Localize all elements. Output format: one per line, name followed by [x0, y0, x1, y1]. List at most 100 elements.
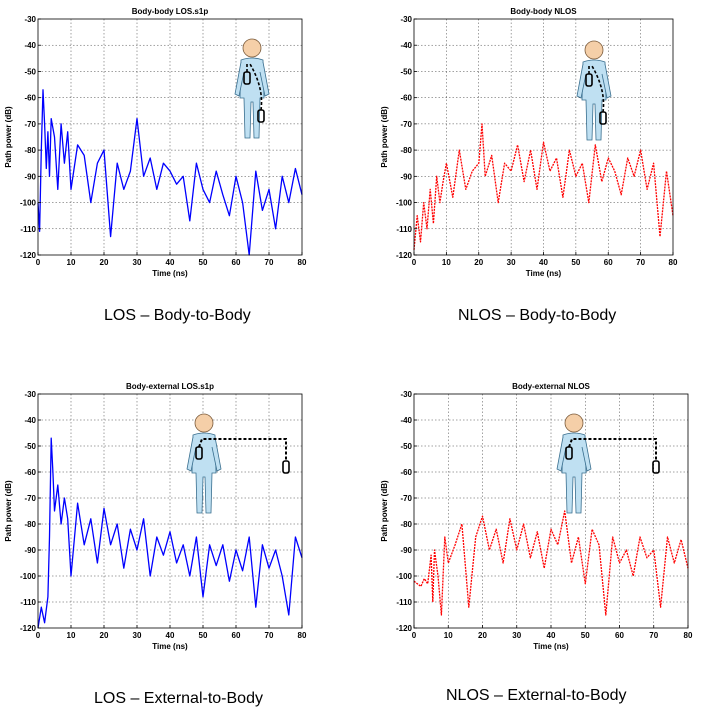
- y-tick-label: -40: [24, 416, 36, 425]
- y-tick-label: -30: [400, 15, 412, 24]
- series-line: [413, 510, 689, 616]
- y-tick-label: -90: [400, 546, 412, 555]
- y-tick-label: -120: [396, 624, 413, 633]
- person-head-icon: [242, 38, 262, 58]
- y-tick-label: -80: [24, 146, 36, 155]
- person-arm-icon: [556, 436, 567, 472]
- chart-title: Body-external NLOS: [512, 382, 590, 391]
- caption-los-body-to-body: LOS – Body-to-Body: [104, 307, 251, 324]
- y-tick-label: -90: [400, 172, 412, 181]
- link-path-icon: [568, 438, 657, 461]
- series-line: [413, 123, 674, 250]
- link-path-icon: [246, 62, 263, 111]
- y-axis-label: Path power (dB): [380, 480, 389, 542]
- y-axis-label: Path power (dB): [4, 106, 13, 168]
- x-tick-label: 80: [684, 631, 693, 640]
- x-tick-label: 10: [67, 258, 76, 267]
- y-tick-label: -100: [20, 572, 37, 581]
- y-tick-label: -40: [24, 41, 36, 50]
- x-tick-label: 70: [265, 631, 274, 640]
- x-tick-label: 20: [478, 631, 487, 640]
- antenna-icon: [282, 460, 290, 474]
- link-path-icon: [588, 64, 605, 113]
- x-tick-label: 30: [507, 258, 516, 267]
- y-tick-label: -40: [400, 41, 412, 50]
- y-tick-label: -60: [24, 94, 36, 103]
- y-tick-label: -110: [20, 598, 36, 607]
- chart-body-external-nlos: 0 10 20 30 40 50 60 70 80 -30 -40 -50 -60 -70 -80 -90 -1…: [370, 375, 707, 675]
- chart-body-body-los: 0 10 20 30 40 50 60 70 80 -30 -40 -50 -60 -70 -80 -90 -1…: [0, 0, 350, 300]
- x-tick-label: 0: [412, 631, 417, 640]
- x-tick-label: 40: [539, 258, 548, 267]
- y-tick-label: -110: [20, 225, 36, 234]
- caption-nlos-external-to-body: NLOS – External-to-Body: [446, 687, 627, 704]
- x-tick-label: 20: [100, 631, 109, 640]
- caption-nlos-body-to-body: NLOS – Body-to-Body: [458, 307, 617, 324]
- y-tick-label: -30: [400, 390, 412, 399]
- person-head-icon: [194, 413, 214, 433]
- scenario-figure-icon: [556, 413, 660, 514]
- x-tick-label: 10: [442, 258, 451, 267]
- x-tick-label: 50: [571, 258, 580, 267]
- y-tick-label: -30: [24, 390, 36, 399]
- x-tick-label: 20: [100, 258, 109, 267]
- scenario-figure-icon: [234, 38, 270, 139]
- x-tick-label: 60: [232, 631, 241, 640]
- chart-body-body-nlos: 0 10 20 30 40 50 60 70 80 -30 -40 -50 -60 -70 -80 -90 -1…: [370, 0, 707, 300]
- x-tick-label: 70: [649, 631, 658, 640]
- y-tick-label: -100: [396, 572, 413, 581]
- caption-los-external-to-body: LOS – External-to-Body: [94, 690, 263, 707]
- y-tick-label: -110: [396, 598, 412, 607]
- y-tick-label: -80: [400, 520, 412, 529]
- x-axis-label: Time (ns): [533, 642, 569, 651]
- series-line: [37, 89, 303, 256]
- y-tick-label: -100: [396, 199, 413, 208]
- x-tick-label: 20: [474, 258, 483, 267]
- scenario-figure-icon: [186, 413, 290, 514]
- x-tick-label: 30: [133, 258, 142, 267]
- y-tick-label: -50: [400, 442, 412, 451]
- y-tick-label: -60: [400, 94, 412, 103]
- chart-title: Body-body LOS.s1p: [132, 7, 209, 16]
- x-tick-label: 40: [166, 258, 175, 267]
- x-tick-label: 80: [298, 631, 307, 640]
- y-tick-label: -70: [24, 494, 36, 503]
- person-arm-icon: [601, 63, 612, 99]
- x-axis-label: Time (ns): [152, 642, 188, 651]
- scenario-figure-icon: [576, 40, 612, 141]
- x-tick-label: 0: [412, 258, 417, 267]
- y-tick-label: -40: [400, 416, 412, 425]
- y-tick-label: -50: [24, 67, 36, 76]
- chart-title: Body-external LOS.s1p: [126, 382, 214, 391]
- antenna-icon: [652, 460, 660, 474]
- chart-svg: 0 10 20 30 40 50 60 70 80 -30 -40 -50 -60 -70 -80 -90 -1…: [4, 382, 307, 651]
- person-arm-icon: [211, 436, 222, 472]
- x-tick-label: 70: [636, 258, 645, 267]
- y-tick-label: -120: [396, 251, 413, 260]
- y-tick-label: -80: [24, 520, 36, 529]
- x-tick-label: 80: [298, 258, 307, 267]
- chart-body-external-los: 0 10 20 30 40 50 60 70 80 -30 -40 -50 -60 -70 -80 -90 -1…: [0, 375, 350, 675]
- y-tick-label: -90: [24, 172, 36, 181]
- x-tick-label: 70: [265, 258, 274, 267]
- x-tick-label: 30: [512, 631, 521, 640]
- y-axis-label: Path power (dB): [4, 480, 13, 542]
- y-tick-label: -30: [24, 15, 36, 24]
- x-tick-label: 30: [133, 631, 142, 640]
- y-tick-label: -50: [24, 442, 36, 451]
- y-tick-label: -60: [400, 468, 412, 477]
- person-head-icon: [584, 40, 604, 60]
- y-tick-label: -90: [24, 546, 36, 555]
- person-arm-icon: [259, 61, 270, 97]
- x-axis-label: Time (ns): [152, 269, 188, 278]
- y-tick-label: -120: [20, 251, 37, 260]
- chart-svg: 0 10 20 30 40 50 60 70 80 -30 -40 -50 -60 -70 -80 -90 -1…: [4, 7, 307, 278]
- person-arm-icon: [234, 61, 245, 97]
- y-axis-label: Path power (dB): [380, 106, 389, 168]
- y-tick-label: -70: [400, 120, 412, 129]
- y-tick-label: -80: [400, 146, 412, 155]
- x-tick-label: 40: [547, 631, 556, 640]
- x-tick-label: 0: [36, 631, 41, 640]
- chart-title: Body-body NLOS: [510, 7, 577, 16]
- x-tick-label: 10: [67, 631, 76, 640]
